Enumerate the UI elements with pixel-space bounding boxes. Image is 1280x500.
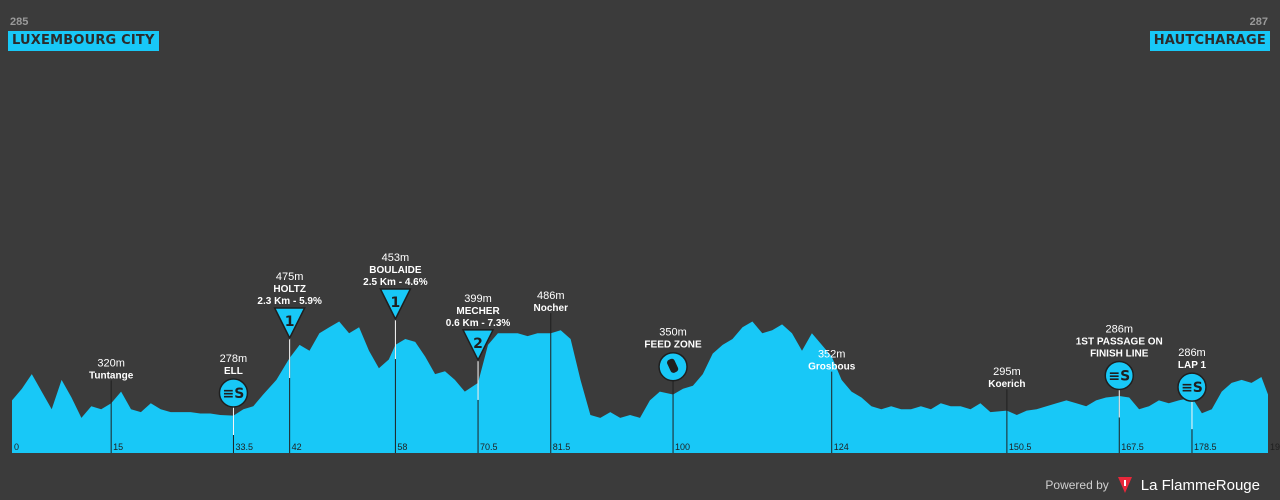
finish-altitude: 287 <box>1249 16 1268 28</box>
km-tick-label: 150.5 <box>1009 442 1032 452</box>
sprint-icon: ≡S <box>1104 360 1135 418</box>
marker-altitude: 295m <box>993 366 1021 378</box>
feed-zone-icon <box>658 351 688 382</box>
svg-text:≡S: ≡S <box>1181 380 1203 396</box>
marker-detail: 2.5 Km - 4.6% <box>363 277 428 288</box>
sprint-icon: ≡S <box>1177 372 1207 430</box>
svg-text:≡S: ≡S <box>223 386 245 402</box>
svg-text:≡S: ≡S <box>1108 368 1130 384</box>
marker-name: Nocher <box>534 303 569 314</box>
marker-altitude: 286m <box>1178 347 1206 359</box>
svg-text:2: 2 <box>473 336 483 352</box>
sprint-icon: ≡S <box>218 378 249 436</box>
svg-text:1: 1 <box>285 314 295 330</box>
start-altitude: 285 <box>10 16 29 28</box>
km-tick-label: 70.5 <box>480 442 498 452</box>
marker-name: FINISH LINE <box>1090 348 1149 359</box>
marker-name: LAP 1 <box>1178 360 1207 371</box>
profile-area <box>12 321 1268 453</box>
marker-name: HOLTZ <box>273 284 306 295</box>
km-tick-label: 124 <box>834 442 849 452</box>
km-tick-label: 33.5 <box>235 442 253 452</box>
climb-category-icon: 1 <box>273 307 306 379</box>
km-tick-label: 42 <box>292 442 302 452</box>
marker-name: Grosbous <box>808 362 856 373</box>
marker-name: MECHER <box>456 306 500 317</box>
marker-name: Koerich <box>988 379 1025 390</box>
km-tick-label: 167.5 <box>1121 442 1144 452</box>
start-city: LUXEMBOURG CITY <box>8 31 159 51</box>
marker-altitude: 286m <box>1105 323 1133 335</box>
km-tick-label: 81.5 <box>553 442 571 452</box>
marker-altitude: 486m <box>537 290 565 302</box>
finish-city: HAUTCHARAGE <box>1149 31 1270 51</box>
marker-altitude: 475m <box>276 271 304 283</box>
marker-detail: 0.6 Km - 7.3% <box>446 318 511 329</box>
km-ticks: 0 15 33.5 42 58 70.5 81.5 100 124 150.5 167.5 178.5… <box>14 442 1280 452</box>
footer: Powered by La FlammeRouge <box>1045 476 1260 494</box>
km-tick-label: 100 <box>675 442 690 452</box>
marker-altitude: 352m <box>818 349 846 361</box>
brand-name: La FlammeRouge <box>1140 476 1260 494</box>
svg-text:1: 1 <box>391 295 401 311</box>
marker-altitude: 453m <box>382 252 410 264</box>
marker-name: ELL <box>224 366 243 377</box>
marker-name: BOULAIDE <box>369 265 422 276</box>
climb-category-icon: 2 <box>461 329 495 400</box>
flamme-rouge-logo-icon <box>1117 477 1132 493</box>
marker-altitude: 278m <box>220 353 248 365</box>
km-tick-label: 178.5 <box>1194 442 1217 452</box>
climb-category-icon: 1 <box>379 288 412 360</box>
km-tick-label: 58 <box>397 442 407 452</box>
marker-detail: 2.3 Km - 5.9% <box>257 296 322 307</box>
km-tick-label: 0 <box>14 442 19 452</box>
marker-name: Tuntange <box>89 370 134 381</box>
marker-altitude: 320m <box>97 357 125 369</box>
marker-name: 1ST PASSAGE ON <box>1076 336 1163 347</box>
km-tick-label: 190 <box>1270 442 1280 452</box>
marker-name: FEED ZONE <box>644 340 702 351</box>
powered-by-label: Powered by <box>1045 478 1109 492</box>
marker-altitude: 350m <box>659 327 687 339</box>
marker-altitude: 399m <box>464 293 492 305</box>
km-tick-label: 15 <box>113 442 123 452</box>
